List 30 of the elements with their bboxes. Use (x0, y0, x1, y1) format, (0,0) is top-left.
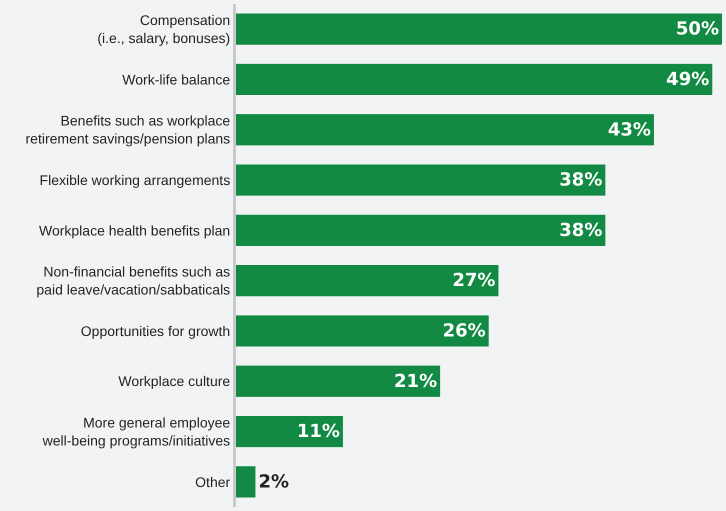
y-tick-label: Work-life balance (122, 71, 230, 88)
bar (236, 366, 440, 397)
y-tick-label: Flexible working arrangements (40, 172, 230, 188)
bar (236, 164, 606, 196)
data-label: 49% (666, 68, 710, 90)
y-tick-label: Benefits such as workplace retirement savings/pension plans (26, 112, 230, 147)
data-label: 43% (608, 119, 651, 140)
data-label: 11% (296, 421, 340, 442)
bar (236, 416, 343, 448)
data-label: 38% (559, 220, 602, 241)
y-tick-label: Non-financial benefits such as paid leave/vacation/sabbaticals (36, 263, 230, 298)
y-tick-label: Workplace health benefits plan (38, 222, 230, 238)
bar (236, 64, 712, 96)
data-label: 38% (559, 170, 602, 191)
data-label: 21% (394, 370, 438, 392)
bar (236, 265, 498, 296)
data-label: 27% (452, 270, 496, 292)
y-tick-label: More general employee well-being programs/initiatives (42, 414, 230, 449)
bar (236, 214, 606, 246)
y-tick-label: Compensation (i.e., salary, bonuses) (97, 12, 230, 46)
data-label: 2% (258, 471, 290, 492)
y-tick-label: Workplace culture (118, 373, 230, 390)
bar (236, 114, 654, 146)
bar (236, 466, 256, 498)
bar (236, 14, 722, 45)
y-tick-label: Opportunities for growth (80, 322, 230, 339)
data-label: 26% (442, 320, 486, 342)
bar (236, 315, 489, 347)
data-label: 50% (676, 18, 719, 40)
y-tick-label: Other (195, 474, 231, 490)
